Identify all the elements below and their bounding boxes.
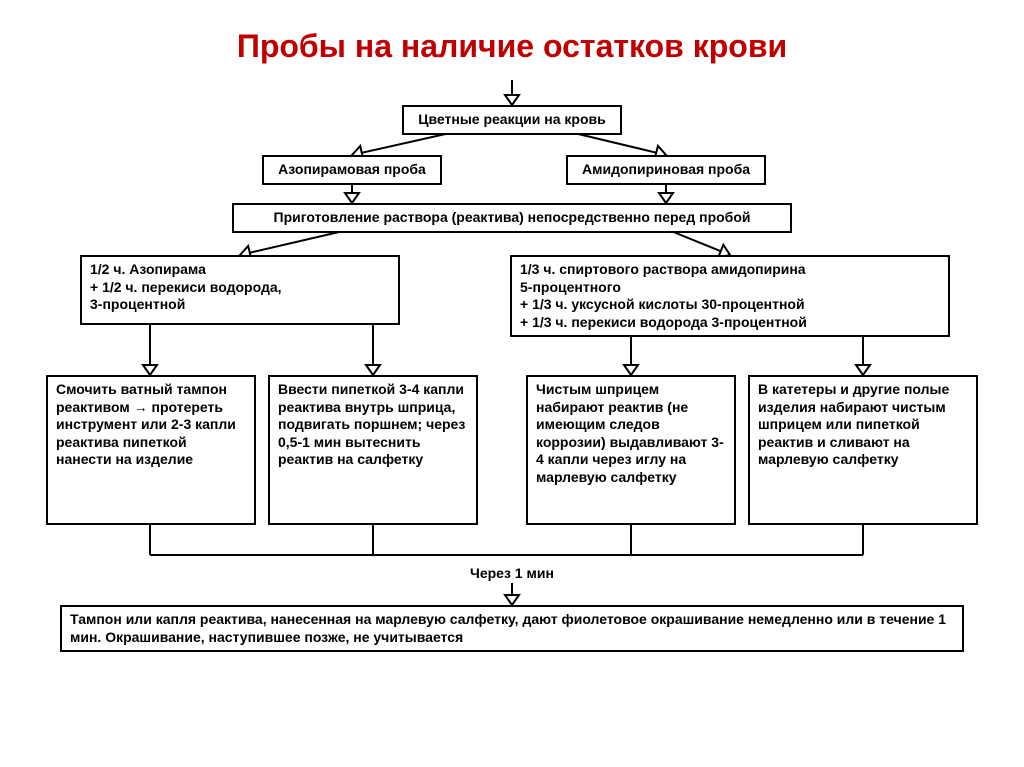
flow-node-n7: Ввести пипеткой 3-4 капли реактива внутр… (268, 375, 478, 525)
flow-node-n4: 1/2 ч. Азопирама + 1/2 ч. перекиси водор… (80, 255, 400, 325)
flow-node-n2: Амидопириновая проба (566, 155, 766, 185)
flow-node-n8: Чистым шприцем набирают реактив (не имею… (526, 375, 736, 525)
flow-node-n6: Смочить ватный тампон реактивом → протер… (46, 375, 256, 525)
flow-node-n10: Тампон или капля реактива, нанесенная на… (60, 605, 964, 652)
flow-node-n5: 1/3 ч. спиртового раствора амидопирина 5… (510, 255, 950, 337)
flow-node-n9: В катетеры и другие полые изделия набира… (748, 375, 978, 525)
page-title: Пробы на наличие остатков крови (0, 0, 1024, 75)
flow-node-n1: Азопирамовая проба (262, 155, 442, 185)
flowchart-canvas: Цветные реакции на кровь Азопирамовая про… (0, 75, 1024, 735)
flow-node-n3: Приготовление раствора (реактива) непоср… (232, 203, 792, 233)
flow-node-n0: Цветные реакции на кровь (402, 105, 622, 135)
flow-label-l1: Через 1 мин (470, 565, 554, 581)
